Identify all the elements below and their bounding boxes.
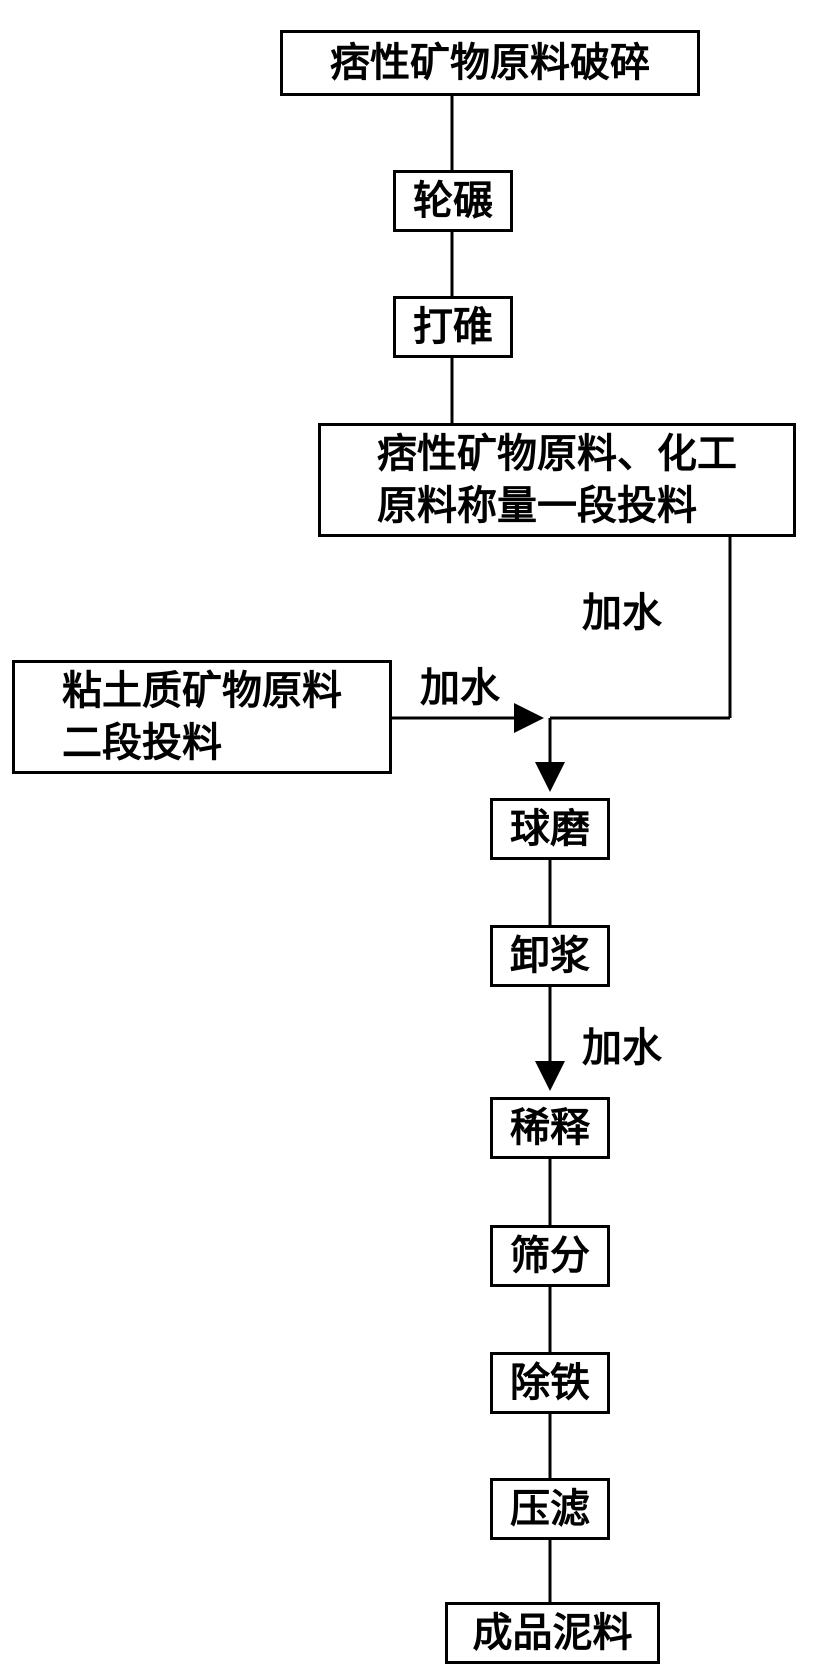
flow-node-n7: 卸浆 bbox=[490, 925, 610, 987]
edges-svg bbox=[0, 0, 816, 1672]
flow-node-n12: 成品泥料 bbox=[445, 1602, 660, 1664]
flow-node-label: 稀释 bbox=[510, 1102, 590, 1154]
flow-node-n1: 痞性矿物原料破碎 bbox=[280, 30, 700, 96]
flow-node-n10: 除铁 bbox=[490, 1352, 610, 1414]
flow-node-n2: 轮碾 bbox=[393, 170, 513, 232]
flowchart-container: 痞性矿物原料破碎轮碾打碓痞性矿物原料、化工 原料称量一段投料粘土质矿物原料 二段… bbox=[0, 0, 816, 1672]
flow-node-n5: 粘土质矿物原料 二段投料 bbox=[12, 660, 392, 774]
flow-node-n3: 打碓 bbox=[393, 296, 513, 358]
flow-node-n6: 球磨 bbox=[490, 798, 610, 860]
flow-node-label: 除铁 bbox=[510, 1357, 590, 1409]
flow-node-label: 筛分 bbox=[510, 1230, 590, 1282]
flow-node-n4: 痞性矿物原料、化工 原料称量一段投料 bbox=[318, 423, 796, 537]
flow-node-n11: 压滤 bbox=[490, 1478, 610, 1540]
edge-label: 加水 bbox=[582, 1015, 662, 1073]
flow-node-label: 粘土质矿物原料 二段投料 bbox=[62, 665, 342, 769]
flow-node-label: 打碓 bbox=[413, 301, 493, 353]
flow-node-label: 痞性矿物原料破碎 bbox=[330, 37, 650, 89]
flow-node-label: 球磨 bbox=[510, 803, 590, 855]
flow-node-label: 轮碾 bbox=[413, 175, 493, 227]
flow-node-label: 卸浆 bbox=[510, 930, 590, 982]
flow-node-label: 痞性矿物原料、化工 原料称量一段投料 bbox=[377, 428, 737, 532]
edge-label: 加水 bbox=[420, 655, 500, 713]
flow-node-label: 成品泥料 bbox=[473, 1607, 633, 1659]
flow-node-n9: 筛分 bbox=[490, 1225, 610, 1287]
flow-node-n8: 稀释 bbox=[490, 1097, 610, 1159]
edge-label: 加水 bbox=[582, 580, 662, 638]
flow-node-label: 压滤 bbox=[510, 1483, 590, 1535]
